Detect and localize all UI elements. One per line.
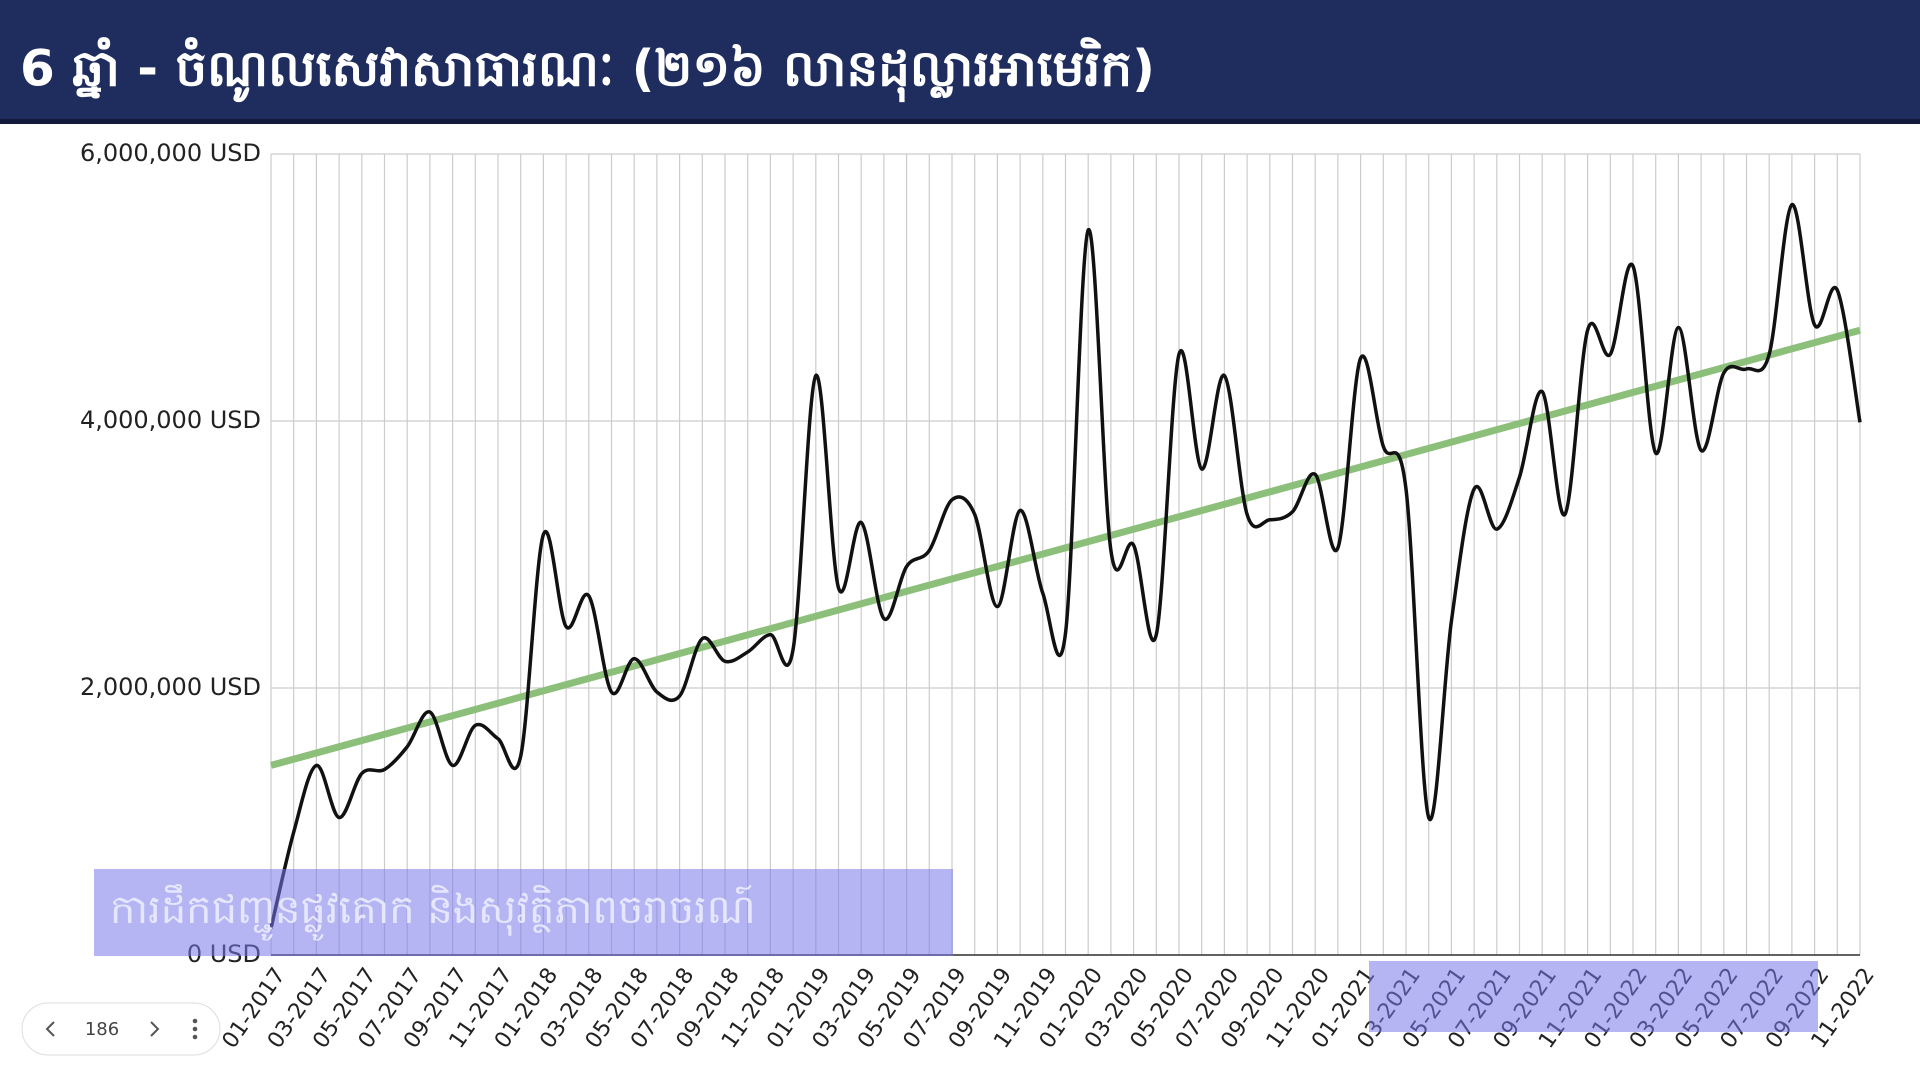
- y-tick-label: 6,000,000 USD: [80, 139, 261, 167]
- header-border: [0, 119, 1920, 124]
- chart-title: 6 ឆ្នាំ - ចំណូលសេវាសាធារណៈ (២១៦ លានដុល្ល…: [20, 37, 1155, 103]
- series-line: [269, 202, 1862, 929]
- y-tick-label: 2,000,000 USD: [80, 673, 261, 701]
- page-nav: [21, 1002, 221, 1056]
- menu-button[interactable]: [192, 1018, 198, 1040]
- caption-box-2: [1369, 961, 1818, 1032]
- trendline: [270, 326, 1861, 769]
- y-tick-label: 4,000,000 USD: [80, 406, 261, 434]
- page-number: 186: [85, 1019, 119, 1040]
- caption: ការដឹកជញ្ជូនផ្លូវគោក និងសុវត្ថិភាពចរាចរណ…: [110, 883, 756, 941]
- next-button[interactable]: [150, 1021, 160, 1037]
- prev-button[interactable]: [45, 1021, 55, 1037]
- header-bar: [0, 0, 1920, 122]
- caption-box: [94, 869, 953, 956]
